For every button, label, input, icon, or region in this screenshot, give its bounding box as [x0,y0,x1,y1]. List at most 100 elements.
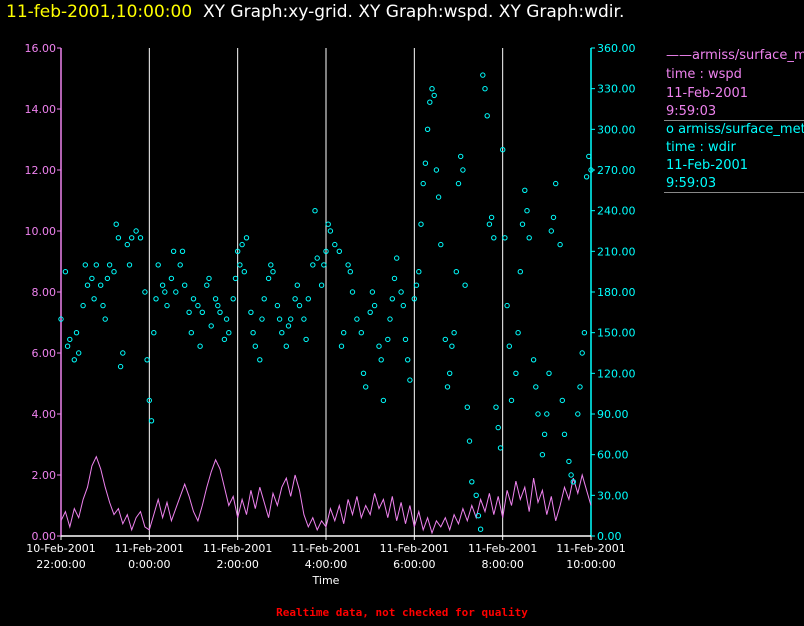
y-left-tick-label: 16.00 [25,42,57,55]
wdir-point [581,330,588,336]
wdir-point [102,316,108,322]
x-tick-date: 11-Feb-2001 [291,542,360,555]
wdir-point [568,472,574,478]
wdir-point [586,153,592,160]
wdir-point [513,370,519,376]
wdir-point [182,282,188,288]
wdir-point [376,343,382,349]
legend-wdir-date: 11-Feb-2001 [666,158,749,173]
wdir-point [387,316,393,322]
y-left-tick-label: 0.00 [32,530,57,543]
wdir-point [327,228,334,234]
wdir-point [535,411,541,417]
wdir-point [497,445,504,451]
wdir-point [391,275,398,282]
wdir-point [416,269,422,275]
wdir-point [301,316,307,322]
wdir-point [500,147,506,153]
wdir-point [276,316,283,322]
wdir-point [117,363,124,370]
x-tick-date: 11-Feb-2001 [556,542,625,555]
wdir-point [325,221,331,227]
wdir-point [292,296,298,302]
wdir-point [347,269,353,275]
wdir-point [288,316,294,322]
wdir-point [89,275,95,282]
wdir-point [232,275,239,282]
x-tick-time: 8:00:00 [481,558,523,571]
y-left-tick-label: 12.00 [25,164,57,177]
legend-wspd-date: 11-Feb-2001 [666,86,749,101]
wdir-point [80,302,86,309]
wdir-point [237,262,243,268]
wdir-point [310,262,316,268]
wdir-point [323,248,329,255]
wdir-point [129,235,135,241]
wdir-point [458,153,464,160]
y-left-tick-label: 8.00 [32,286,57,299]
wdir-point [508,397,515,404]
wdir-point [338,343,345,349]
x-tick-date: 11-Feb-2001 [203,542,272,555]
wdir-point [462,282,468,288]
wdir-point [268,262,274,268]
wdir-point [495,424,501,431]
wdir-point [541,431,548,437]
wdir-point [453,269,459,275]
wdir-point [177,262,183,268]
wdir-point [142,289,148,295]
wdir-point [484,113,490,119]
wdir-point [533,384,539,390]
wdir-point [113,221,119,227]
wdir-point [451,330,457,336]
wdir-point [349,289,356,295]
wdir-point [318,282,325,288]
wdir-point [539,452,546,458]
x-tick-time: 2:00:00 [216,558,258,571]
wdir-point [418,221,424,227]
x-tick-date: 10-Feb-2001 [26,542,95,555]
wdir-point [230,296,236,302]
wdir-point [71,357,78,363]
wdir-point [100,302,106,309]
legend-wdir-var: time : wdir [666,140,736,155]
wdir-point [67,336,73,343]
wdir-point [190,296,197,302]
wdir-point [553,180,559,187]
wdir-point [62,269,69,275]
wdir-point [402,336,409,343]
wdir-point [208,323,214,329]
wdir-point [522,187,528,194]
wdir-point [504,302,510,309]
wdir-point [252,343,259,349]
y-right-tick-label: 120.00 [597,367,636,380]
wdir-point [285,323,292,329]
y-right-tick-label: 210.00 [597,245,636,258]
wdir-point [336,248,342,255]
wdir-point [159,282,166,288]
wdir-point [217,309,223,315]
wdir-point [477,526,484,532]
wdir-point [164,302,170,309]
wdir-point [548,228,554,234]
wdir-point [283,343,289,349]
wdir-point [502,235,508,241]
legend-wspd-label: ——armiss/surface_met [666,48,804,63]
wspd-line [60,455,592,535]
wdir-point [215,302,221,309]
wdir-point [148,418,155,424]
x-axis-label: Time [312,574,340,587]
wdir-point [91,296,97,302]
chart-title: 11-feb-2001,10:00:00 XY Graph:xy-grid. X… [6,2,624,22]
wdir-point [241,269,248,275]
x-tick-time: 4:00:00 [305,558,347,571]
wdir-point [488,214,495,221]
wdir-point [530,357,537,363]
wdir-point [575,411,581,417]
wdir-point [367,309,373,315]
x-tick-date: 11-Feb-2001 [380,542,449,555]
wdir-point [84,282,91,288]
x-tick-time: 0:00:00 [128,558,170,571]
wdir-point [442,336,448,343]
y-right-tick-label: 0.00 [597,530,622,543]
